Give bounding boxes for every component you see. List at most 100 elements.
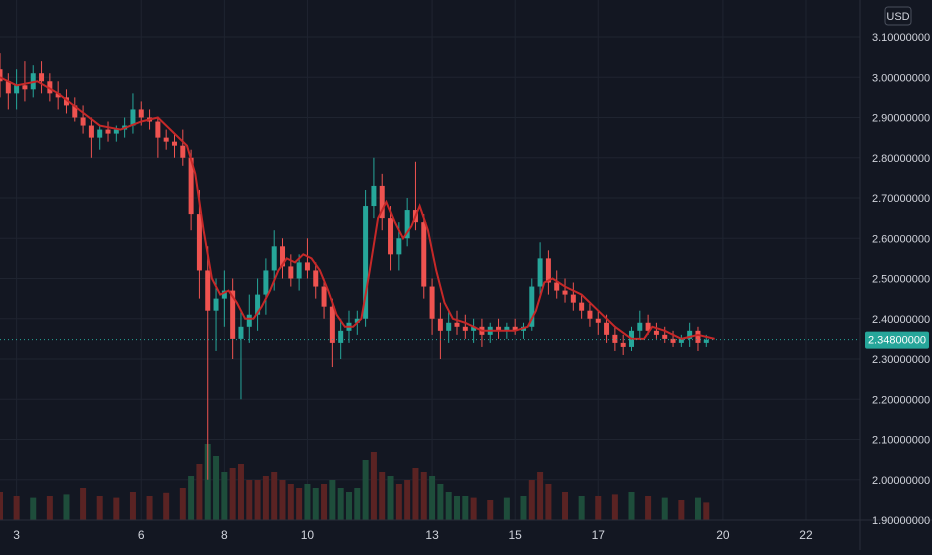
- volume-bar: [204, 444, 211, 520]
- volume-bar: [146, 496, 153, 520]
- candle-body: [462, 326, 468, 331]
- time-tick-label: 6: [138, 528, 145, 542]
- candle-body: [437, 318, 443, 331]
- volume-bar: [578, 496, 585, 520]
- volume-bar: [370, 452, 377, 520]
- price-tick-label: 2.40000000: [872, 314, 930, 326]
- volume-bar: [661, 497, 668, 520]
- volume-bar: [595, 496, 602, 520]
- candle-body: [620, 342, 626, 347]
- time-axis[interactable]: 3 6 8 10 13 15 17 20 22: [13, 528, 813, 542]
- candle-body: [39, 73, 45, 82]
- candle-body: [446, 322, 452, 331]
- price-tick-label: 3.10000000: [872, 32, 930, 44]
- candle-body: [329, 306, 335, 343]
- volume-bar: [179, 488, 186, 520]
- volume-bar: [387, 476, 394, 520]
- volume-bar: [628, 492, 635, 520]
- volume-bar: [129, 492, 136, 520]
- volume-bar: [271, 472, 278, 520]
- price-tick-label: 1.90000000: [872, 515, 930, 527]
- volume-bars: [0, 444, 710, 520]
- volume-bar: [537, 472, 544, 520]
- candle-body: [604, 322, 610, 335]
- volume-bar: [329, 480, 336, 520]
- candle-body: [221, 290, 227, 299]
- time-tick-label: 22: [799, 528, 813, 542]
- volume-bar: [404, 480, 411, 520]
- candle-body: [55, 93, 61, 98]
- candle-body: [404, 210, 410, 239]
- price-axis[interactable]: 3.10000000 3.00000000 2.90000000 2.80000000…: [872, 32, 930, 527]
- volume-bar: [221, 472, 228, 520]
- candle-body: [529, 286, 535, 327]
- last-price-label-background: [865, 331, 929, 349]
- candle-body: [512, 326, 518, 331]
- candle-body: [80, 117, 86, 126]
- candle-body: [579, 302, 585, 311]
- price-tick-label: 2.70000000: [872, 193, 930, 205]
- candle-body: [587, 310, 593, 319]
- candle-body: [163, 137, 169, 142]
- moving-average-line: [0, 76, 715, 340]
- candle-body: [612, 334, 618, 343]
- volume-bar: [80, 488, 87, 520]
- volume-bar: [229, 468, 236, 520]
- candle-body: [72, 105, 78, 118]
- candle-body: [645, 322, 651, 331]
- volume-bar: [13, 496, 20, 520]
- volume-bar: [528, 480, 535, 520]
- volume-bar: [379, 472, 386, 520]
- candle-body: [213, 298, 219, 311]
- candle-body: [504, 326, 510, 331]
- volume-bar: [254, 480, 261, 520]
- candle-body: [105, 129, 111, 134]
- volume-bar: [562, 492, 569, 520]
- price-tick-label: 2.00000000: [872, 475, 930, 487]
- volume-bar: [63, 494, 70, 520]
- price-tick-label: 3.00000000: [872, 72, 930, 84]
- volume-bar: [163, 492, 170, 520]
- price-tick-label: 2.50000000: [872, 274, 930, 286]
- candle-body: [271, 246, 277, 271]
- candle-body: [14, 85, 20, 94]
- volume-bar: [296, 488, 303, 520]
- time-tick-label: 15: [508, 528, 522, 542]
- candle-body: [703, 339, 709, 343]
- candle-body: [138, 109, 144, 118]
- price-tick-label: 2.80000000: [872, 153, 930, 165]
- candle-body: [196, 214, 202, 271]
- candle-body: [255, 294, 261, 315]
- last-price-label: 2.34800000: [865, 331, 929, 349]
- currency-badge[interactable]: USD: [884, 6, 912, 26]
- volume-bar: [354, 488, 361, 520]
- candle-body: [230, 290, 236, 339]
- candle-body: [97, 129, 103, 138]
- candle-body: [113, 129, 119, 134]
- candle-body: [363, 206, 369, 319]
- candle-body: [695, 330, 701, 343]
- candle-body: [670, 338, 676, 343]
- currency-badge-frame: [884, 6, 912, 26]
- candle-body: [338, 330, 344, 343]
- candle-body: [155, 121, 161, 138]
- candle-body: [180, 145, 186, 158]
- candle-body: [205, 270, 211, 311]
- candle-body: [304, 262, 310, 271]
- volume-bar: [694, 497, 701, 520]
- volume-bar: [188, 476, 195, 520]
- volume-bar: [611, 494, 618, 520]
- candle-body: [662, 334, 668, 339]
- candle-body: [280, 246, 286, 267]
- last-price-value: 2.34800000: [868, 335, 926, 347]
- time-tick-label: 3: [13, 528, 20, 542]
- time-tick-label: 20: [716, 528, 730, 542]
- candle-body: [545, 258, 551, 283]
- time-tick-label: 17: [592, 528, 606, 542]
- time-tick-label: 10: [301, 528, 315, 542]
- candles: [0, 53, 709, 480]
